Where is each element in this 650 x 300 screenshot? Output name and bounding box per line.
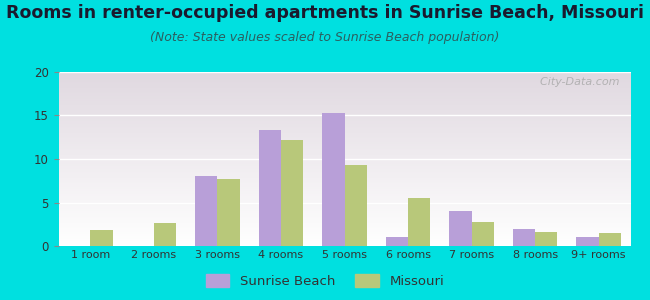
Bar	[535, 232, 558, 246]
Bar	[195, 176, 217, 246]
Bar	[90, 230, 112, 246]
Bar	[513, 229, 535, 246]
Bar	[386, 237, 408, 246]
Bar	[217, 179, 240, 246]
Bar	[599, 233, 621, 246]
Bar	[259, 130, 281, 246]
Bar	[449, 211, 472, 246]
Bar	[577, 237, 599, 246]
Bar	[322, 113, 344, 246]
Bar	[408, 198, 430, 246]
Bar	[154, 224, 176, 246]
Text: (Note: State values scaled to Sunrise Beach population): (Note: State values scaled to Sunrise Be…	[150, 32, 500, 44]
Legend: Sunrise Beach, Missouri: Sunrise Beach, Missouri	[200, 268, 450, 293]
Text: Rooms in renter-occupied apartments in Sunrise Beach, Missouri: Rooms in renter-occupied apartments in S…	[6, 4, 644, 22]
Text: City-Data.com: City-Data.com	[532, 77, 619, 87]
Bar	[472, 222, 494, 246]
Bar	[281, 140, 303, 246]
Bar	[344, 165, 367, 246]
